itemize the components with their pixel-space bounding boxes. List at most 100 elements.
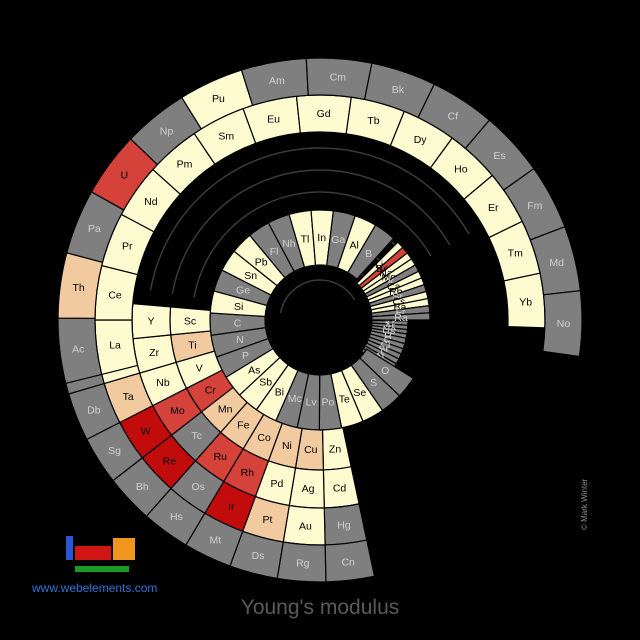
element-cell-ac[interactable]: Ac — [57, 317, 103, 385]
element-symbol: Ta — [123, 391, 134, 403]
element-symbol: N — [236, 334, 244, 346]
element-symbol: Pt — [262, 514, 272, 526]
element-symbol: Fm — [527, 200, 542, 212]
element-symbol: Po — [321, 397, 334, 409]
element-symbol: F — [384, 335, 390, 347]
chart-caption: Young's modulus — [240, 596, 400, 619]
element-cell-rg[interactable]: Rg — [276, 541, 327, 583]
element-symbol: Al — [350, 239, 359, 251]
element-symbol: Db — [87, 405, 101, 417]
element-symbol: Pa — [88, 223, 101, 235]
element-cell-bk[interactable]: Bk — [363, 62, 436, 119]
element-symbol: Cd — [333, 482, 347, 494]
element-symbol: Cl — [380, 340, 390, 352]
element-symbol: Mt — [210, 534, 222, 546]
element-symbol: H — [384, 331, 392, 343]
element-symbol: Np — [160, 125, 174, 137]
element-cell-b[interactable]: B — [346, 224, 395, 280]
element-symbol: Au — [299, 520, 312, 532]
element-symbol: Th — [73, 282, 85, 294]
element-symbol: Os — [191, 481, 204, 493]
element-cell-th[interactable]: Th — [57, 252, 104, 319]
element-symbol: Bk — [392, 84, 405, 96]
element-cell-no[interactable]: No — [542, 290, 583, 358]
element-symbol: Ni — [282, 440, 292, 452]
element-symbol: Pd — [271, 478, 284, 490]
element-symbol: In — [317, 232, 326, 244]
element-symbol: Ga — [331, 234, 345, 246]
copyright-notice: © Mark Winter — [580, 478, 589, 530]
element-symbol: Hg — [337, 520, 351, 532]
website-link[interactable]: www.webelements.com — [32, 581, 158, 595]
element-symbol: U — [120, 170, 128, 182]
element-symbol: Gd — [317, 108, 331, 120]
element-symbol: Rg — [296, 557, 310, 569]
element-symbol: Ge — [236, 285, 250, 297]
element-symbol: I — [380, 347, 383, 359]
element-symbol: V — [196, 363, 203, 375]
logo-block-s — [66, 536, 73, 560]
element-symbol: Sc — [184, 315, 196, 327]
element-symbol: Tc — [191, 430, 202, 442]
element-symbol: Ho — [454, 163, 468, 175]
element-symbol: Ds — [252, 550, 265, 562]
element-cell-am[interactable]: Am — [240, 57, 309, 107]
element-symbol: Se — [353, 387, 366, 399]
element-cell-ra[interactable]: Ra — [371, 312, 431, 324]
element-symbol: Yb — [519, 297, 532, 309]
element-cell-gd[interactable]: Gd — [295, 94, 352, 135]
element-symbol: Sm — [218, 131, 234, 143]
element-cell-y[interactable]: Y — [131, 302, 172, 340]
element-symbol: No — [557, 318, 571, 330]
element-cell-cn[interactable]: Cn — [324, 539, 376, 583]
element-cell-sc[interactable]: Sc — [169, 306, 212, 336]
element-symbol: Sg — [108, 445, 121, 457]
element-symbol: Tb — [367, 115, 379, 127]
element-cell-md[interactable]: Md — [529, 225, 582, 296]
element-cell-la[interactable]: La — [94, 319, 139, 376]
element-symbol: Ra — [394, 312, 408, 324]
element-cell-cd[interactable]: Cd — [322, 466, 360, 509]
element-symbol: Co — [257, 432, 271, 444]
webelements-logo — [66, 536, 138, 576]
element-symbol: Ag — [302, 483, 315, 495]
element-symbol: Bi — [275, 386, 284, 398]
element-symbol: Ir — [228, 501, 235, 513]
element-cell-fill — [542, 290, 583, 358]
element-cell-hg[interactable]: Hg — [323, 503, 368, 546]
element-symbol: Ce — [108, 289, 122, 301]
element-symbol: B — [365, 248, 372, 260]
element-cell-ce[interactable]: Ce — [94, 264, 139, 321]
element-cell-au[interactable]: Au — [282, 504, 326, 546]
element-symbol: Fe — [237, 419, 249, 431]
guide-arc — [193, 191, 432, 298]
element-symbol: Fr — [396, 307, 406, 319]
element-cell-fill — [346, 224, 395, 280]
element-symbol: Er — [488, 202, 499, 214]
element-cell-fill — [371, 312, 431, 321]
element-symbol: Si — [234, 301, 243, 313]
element-symbol: Pu — [212, 93, 225, 105]
element-symbol: P — [242, 350, 249, 362]
element-symbol: Re — [163, 456, 177, 468]
element-symbol: Mo — [170, 405, 185, 417]
element-symbol: O — [381, 365, 389, 377]
element-cell-yb[interactable]: Yb — [503, 272, 546, 329]
element-cell-re[interactable]: Re — [141, 434, 197, 490]
element-cells: OgRnXeKrArNeHeHFClBrIAtTsOSSeTePoLvMcBiS… — [57, 57, 583, 583]
element-symbol: Eu — [267, 113, 280, 125]
element-symbol: W — [141, 425, 151, 437]
element-cell-zn[interactable]: Zn — [321, 426, 352, 471]
element-symbol: Lv — [306, 397, 318, 409]
element-symbol: Cr — [205, 384, 217, 396]
element-symbol: Te — [339, 393, 350, 405]
element-symbol: Dy — [414, 134, 428, 146]
element-symbol: Mn — [218, 403, 233, 415]
element-symbol: Ti — [188, 339, 196, 351]
element-symbol: Li — [375, 259, 383, 271]
element-symbol: Sr — [392, 291, 403, 303]
element-cell-cm[interactable]: Cm — [305, 57, 373, 101]
element-symbol: Rh — [241, 467, 255, 479]
element-symbol: La — [109, 340, 121, 352]
